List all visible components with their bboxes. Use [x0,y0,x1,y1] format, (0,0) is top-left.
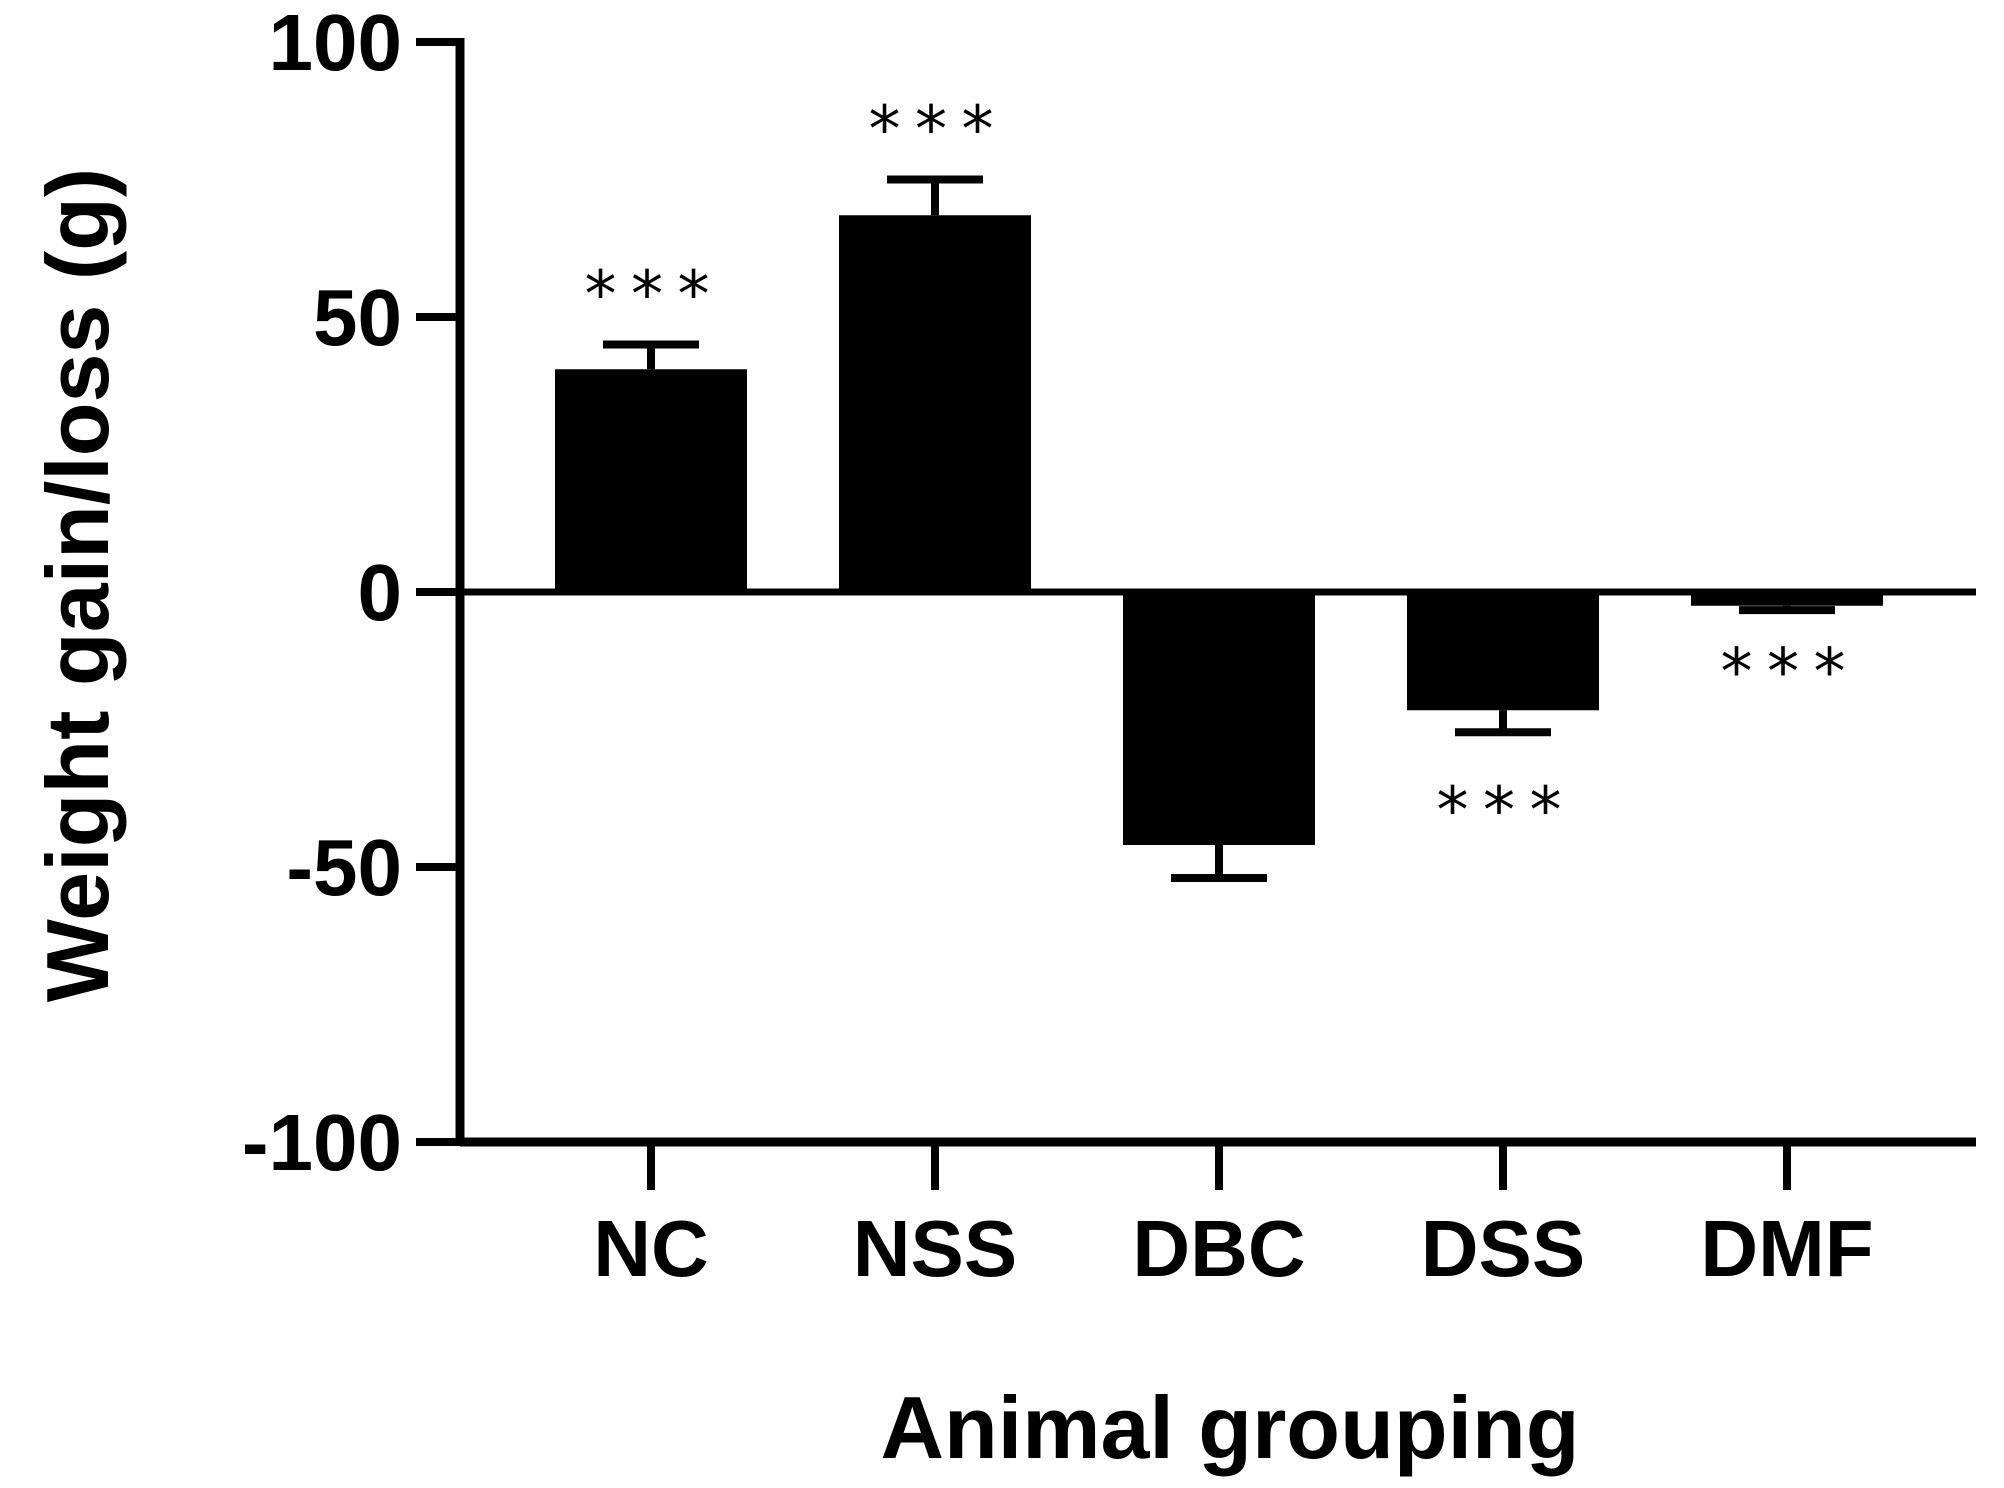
bar-nss [839,215,1031,592]
error-bars [603,175,1835,882]
y-tick-label-4: -100 [242,1098,402,1187]
y-ticks: 100 50 0 -50 -100 [242,0,460,1187]
significance-nss: *** [865,94,1005,168]
significance-markers: *** *** *** *** [581,94,1857,849]
y-axis-title-group: Weight gain/loss (g) [28,168,127,1002]
significance-nc: *** [581,259,721,333]
axes [455,38,1976,1147]
x-ticks: NC NSS DBC DSS DMF [593,1146,1874,1293]
y-axis-title: Weight gain/loss (g) [28,168,127,1002]
y-tick-label-0: 100 [269,0,402,87]
x-tick-label-dbc: DBC [1132,1204,1305,1293]
bar-dss [1407,592,1599,711]
bar-dbc [1123,592,1315,845]
bars [555,215,1883,845]
bar-nc [555,369,747,592]
y-tick-label-3: -50 [286,823,402,912]
x-tick-label-dmf: DMF [1700,1204,1873,1293]
y-tick-label-1: 50 [313,273,402,362]
x-tick-label-dss: DSS [1421,1204,1586,1293]
x-axis-title: Animal grouping [880,1378,1579,1477]
y-tick-label-2: 0 [358,548,403,637]
significance-dss: *** [1433,774,1573,848]
x-tick-label-nss: NSS [853,1204,1018,1293]
significance-dmf: *** [1717,636,1857,710]
x-tick-label-nc: NC [593,1204,709,1293]
